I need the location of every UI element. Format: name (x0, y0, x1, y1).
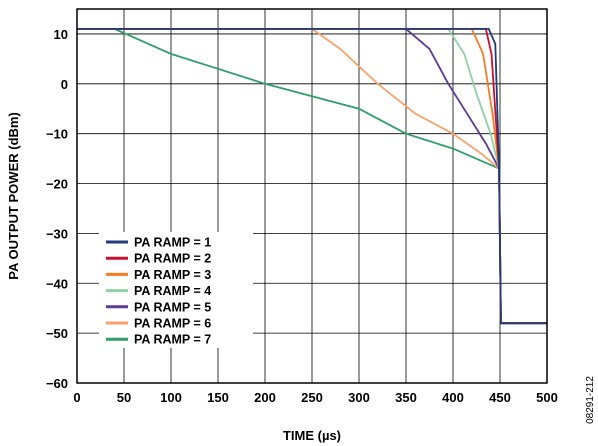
y-tick-labels: 10 0 −10 −20 −30 −40 −50 −60 (46, 27, 68, 391)
y-tick-label: −10 (46, 127, 68, 142)
x-tick-labels: 0 50 100 150 200 250 300 350 400 450 500 (73, 390, 557, 405)
legend-label: PA RAMP = 6 (134, 317, 211, 331)
y-tick-label: −50 (46, 326, 68, 341)
legend-label: PA RAMP = 7 (134, 333, 211, 347)
legend-label: PA RAMP = 3 (134, 268, 211, 282)
legend-label: PA RAMP = 1 (134, 236, 211, 250)
x-tick-label: 350 (395, 390, 417, 405)
x-tick-label: 200 (254, 390, 276, 405)
y-tick-label: −30 (46, 226, 68, 241)
x-tick-label: 500 (536, 390, 558, 405)
x-tick-label: 450 (489, 390, 511, 405)
legend-label: PA RAMP = 2 (134, 252, 211, 266)
figure-id: 08291-212 (585, 376, 596, 424)
y-tick-label: 0 (61, 77, 68, 92)
legend: PA RAMP = 1 PA RAMP = 2 PA RAMP = 3 PA RAMP… (99, 232, 253, 348)
x-tick-label: 400 (442, 390, 464, 405)
y-axis-label: PA OUTPUT POWER (dBm) (6, 112, 21, 280)
series-group (77, 27, 547, 325)
y-tick-label: 10 (54, 27, 68, 42)
legend-label: PA RAMP = 4 (134, 284, 211, 298)
x-tick-label: 0 (73, 390, 80, 405)
y-tick-label: −60 (46, 376, 68, 391)
plot-frame (76, 8, 548, 384)
x-tick-label: 250 (301, 390, 323, 405)
x-axis-label: TIME (µs) (283, 428, 341, 443)
legend-label: PA RAMP = 5 (134, 300, 211, 314)
x-tick-label: 300 (348, 390, 370, 405)
y-tick-label: −40 (46, 276, 68, 291)
x-tick-label: 100 (160, 390, 182, 405)
x-tick-label: 50 (117, 390, 131, 405)
series-line-1 (77, 27, 547, 325)
x-tick-label: 150 (207, 390, 229, 405)
y-tick-label: −20 (46, 177, 68, 192)
